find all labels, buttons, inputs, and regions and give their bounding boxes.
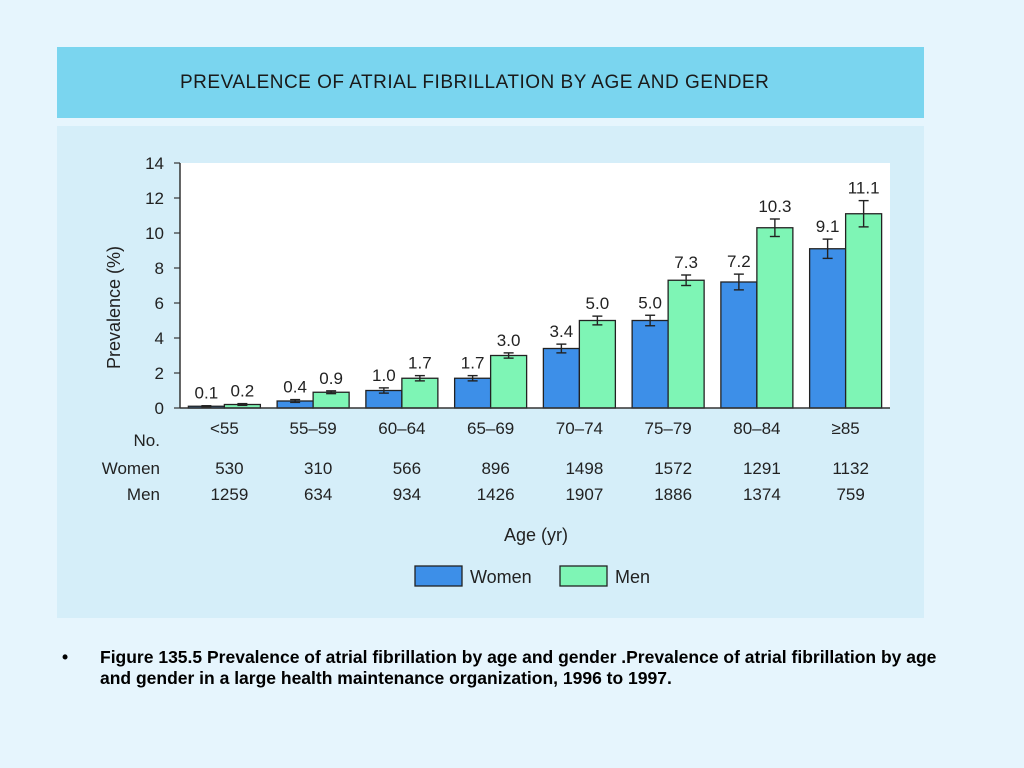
count-women: 1291 [743,459,781,478]
bar-women [453,377,492,409]
data-label: 3.4 [550,322,574,341]
bar-men [489,354,528,409]
x-tick-label: 60–64 [378,419,425,438]
x-tick-label: 55–59 [289,419,336,438]
count-men: 1907 [565,485,603,504]
y-axis-label: Prevalence (%) [104,246,124,369]
bar-women [631,319,669,409]
data-label: 1.0 [372,366,396,385]
count-women: 896 [481,459,509,478]
count-women: 1498 [565,459,603,478]
data-label: 7.3 [674,253,698,272]
count-men: 1259 [210,485,248,504]
y-tick-label: 8 [155,259,164,278]
count-men: 1886 [654,485,692,504]
y-tick-label: 10 [145,224,164,243]
count-women: 310 [304,459,332,478]
bar-women [542,347,581,409]
bar-men [312,391,350,409]
bullet-marker: • [62,647,69,667]
count-men: 1426 [477,485,515,504]
y-tick-label: 4 [155,329,164,348]
bar-men [667,279,705,409]
legend-label-women: Women [470,567,532,587]
title-bar [57,47,924,118]
counts-header: No. [134,431,160,450]
x-tick-label: 65–69 [467,419,514,438]
y-tick-label: 6 [155,294,164,313]
data-label: 0.9 [319,369,343,388]
count-women: 1132 [832,459,869,478]
bar-women [808,248,847,409]
count-men: 934 [393,485,421,504]
count-men: 1374 [743,485,781,504]
data-label: 10.3 [758,197,791,216]
bar-men [844,213,883,409]
data-label: 1.7 [408,354,432,373]
counts-row-label: Women [102,459,160,478]
legend-swatch-women [414,565,463,587]
legend-swatch-men [559,565,608,587]
data-label: 0.4 [283,378,307,397]
bar-men [401,377,439,409]
data-label: 7.2 [727,252,751,271]
counts-row-label: Men [127,485,160,504]
count-women: 530 [215,459,243,478]
chart-title: PREVALENCE OF ATRIAL FIBRILLATION BY AGE… [180,72,770,93]
count-women: 1572 [654,459,692,478]
x-tick-label: <55 [210,419,239,438]
data-label: 1.7 [461,354,485,373]
caption-text: Figure 135.5 Prevalence of atrial fibril… [100,647,937,688]
y-tick-label: 0 [155,399,164,418]
count-men: 634 [304,485,332,504]
data-label: 9.1 [816,217,840,236]
x-tick-label: ≥85 [832,419,860,438]
data-label: 3.0 [497,331,521,350]
data-label: 5.0 [638,293,662,312]
data-label: 11.1 [848,179,880,198]
bar-men [578,319,617,409]
data-label: 5.0 [586,294,610,313]
count-men: 759 [836,485,864,504]
y-tick-label: 12 [145,189,164,208]
x-axis-label: Age (yr) [504,525,568,545]
bar-women [720,281,758,409]
x-tick-label: 80–84 [733,419,780,438]
x-tick-label: 70–74 [556,419,603,438]
data-label: 0.2 [231,382,255,401]
count-women: 566 [393,459,421,478]
legend-label-men: Men [615,567,650,587]
y-tick-label: 2 [155,364,164,383]
y-tick-label: 14 [145,154,164,173]
data-label: 0.1 [195,384,219,403]
bar-men [756,227,794,409]
x-tick-label: 75–79 [644,419,691,438]
